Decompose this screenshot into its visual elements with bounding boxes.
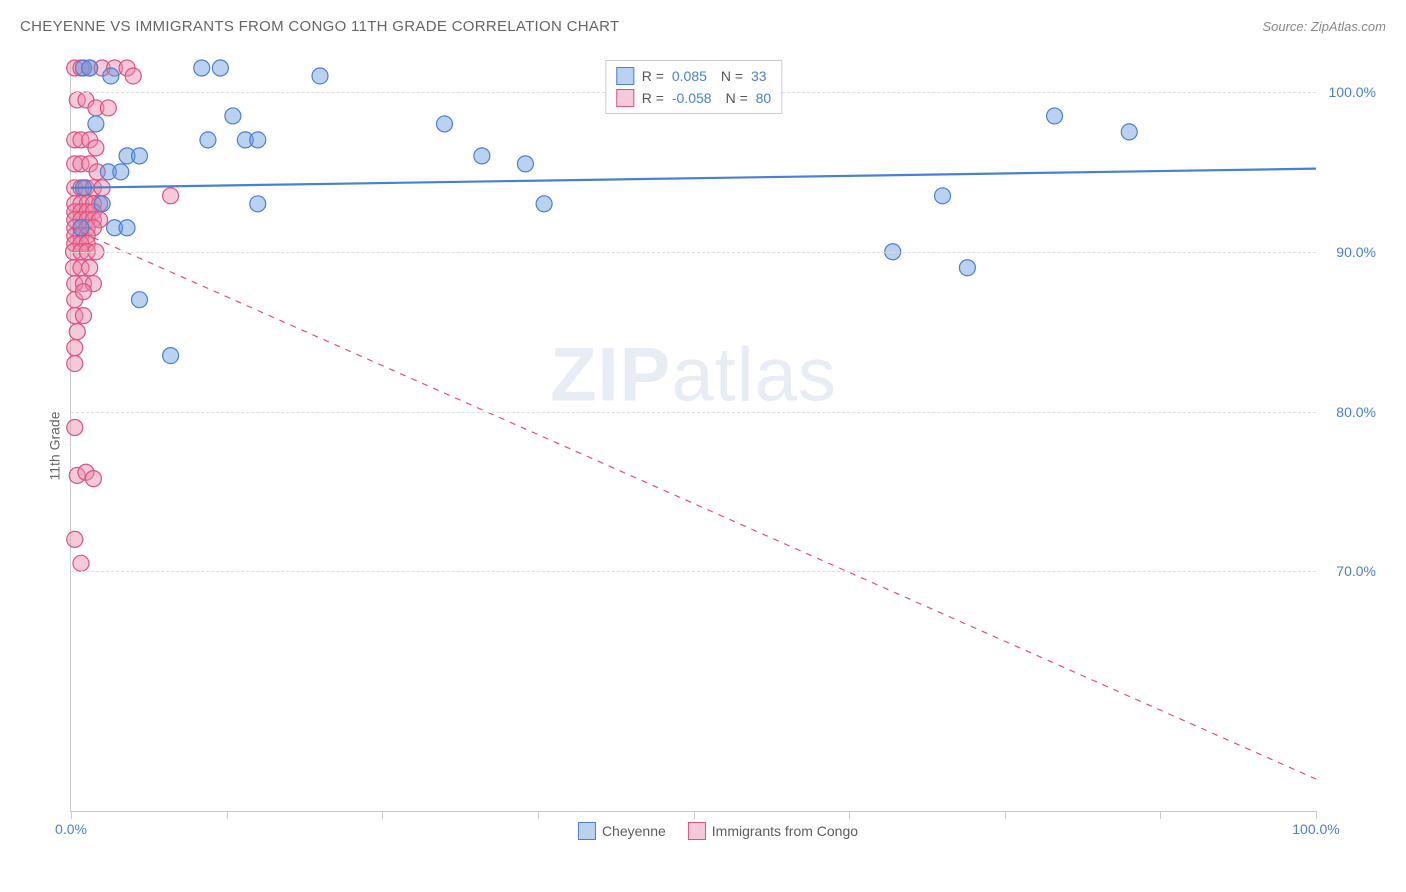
x-tick-label: 100.0%	[1292, 821, 1339, 837]
series-legend: Cheyenne Immigrants from Congo	[578, 822, 858, 840]
scatter-point	[73, 555, 89, 571]
scatter-point	[250, 196, 266, 212]
stats-text: R = 0.085N = 33	[642, 68, 767, 84]
regression-line	[71, 228, 1316, 779]
scatter-point	[82, 260, 98, 276]
scatter-point	[100, 100, 116, 116]
x-tick	[227, 811, 228, 819]
source-name: ZipAtlas.com	[1311, 19, 1386, 34]
scatter-point	[67, 420, 83, 436]
legend-swatch	[616, 67, 634, 85]
legend-label: Immigrants from Congo	[712, 823, 858, 839]
chart-source: Source: ZipAtlas.com	[1262, 19, 1386, 34]
chart-header: CHEYENNE VS IMMIGRANTS FROM CONGO 11TH G…	[20, 18, 1386, 35]
scatter-point	[131, 148, 147, 164]
x-tick	[1316, 811, 1317, 819]
gridline	[71, 252, 1316, 253]
scatter-point	[935, 188, 951, 204]
y-tick-label: 80.0%	[1336, 404, 1376, 420]
scatter-point	[1121, 124, 1137, 140]
scatter-point	[536, 196, 552, 212]
stats-legend: R = 0.085N = 33 R = -0.058N = 80	[605, 60, 782, 114]
gridline	[71, 412, 1316, 413]
x-tick	[538, 811, 539, 819]
stats-text: R = -0.058N = 80	[642, 90, 771, 106]
legend-label: Cheyenne	[602, 823, 666, 839]
scatter-point	[85, 471, 101, 487]
scatter-point	[225, 108, 241, 124]
legend-swatch	[688, 822, 706, 840]
scatter-point	[82, 60, 98, 76]
scatter-point	[75, 284, 91, 300]
y-tick-label: 90.0%	[1336, 244, 1376, 260]
x-tick	[694, 811, 695, 819]
source-prefix: Source:	[1262, 19, 1310, 34]
scatter-point	[88, 116, 104, 132]
legend-swatch	[578, 822, 596, 840]
chart-svg	[71, 60, 1316, 811]
regression-line	[71, 169, 1316, 188]
stats-row: R = 0.085N = 33	[616, 65, 771, 87]
scatter-point	[517, 156, 533, 172]
scatter-point	[94, 196, 110, 212]
scatter-point	[194, 60, 210, 76]
legend-item: Immigrants from Congo	[688, 822, 858, 840]
scatter-point	[67, 356, 83, 372]
scatter-point	[959, 260, 975, 276]
legend-swatch	[616, 89, 634, 107]
scatter-point	[163, 188, 179, 204]
scatter-point	[474, 148, 490, 164]
plot-container: 11th Grade ZIPatlas R = 0.085N = 33R = -…	[60, 50, 1376, 842]
scatter-point	[212, 60, 228, 76]
scatter-point	[312, 68, 328, 84]
scatter-point	[1047, 108, 1063, 124]
scatter-point	[69, 324, 85, 340]
scatter-point	[75, 308, 91, 324]
gridline	[71, 571, 1316, 572]
x-tick	[849, 811, 850, 819]
scatter-point	[163, 348, 179, 364]
scatter-point	[125, 68, 141, 84]
plot-area: ZIPatlas R = 0.085N = 33R = -0.058N = 80…	[70, 60, 1316, 812]
scatter-point	[88, 140, 104, 156]
chart-title: CHEYENNE VS IMMIGRANTS FROM CONGO 11TH G…	[20, 18, 620, 35]
scatter-point	[67, 340, 83, 356]
y-tick-label: 70.0%	[1336, 563, 1376, 579]
scatter-point	[67, 531, 83, 547]
stats-row: R = -0.058N = 80	[616, 87, 771, 109]
x-tick-label: 0.0%	[55, 821, 87, 837]
y-axis-title: 11th Grade	[47, 411, 63, 480]
legend-item: Cheyenne	[578, 822, 666, 840]
scatter-point	[437, 116, 453, 132]
scatter-point	[200, 132, 216, 148]
scatter-point	[113, 164, 129, 180]
x-tick	[1005, 811, 1006, 819]
scatter-point	[103, 68, 119, 84]
scatter-point	[131, 292, 147, 308]
x-tick	[1160, 811, 1161, 819]
scatter-point	[73, 220, 89, 236]
x-tick	[382, 811, 383, 819]
y-tick-label: 100.0%	[1329, 84, 1376, 100]
scatter-point	[250, 132, 266, 148]
x-tick	[71, 811, 72, 819]
scatter-point	[119, 220, 135, 236]
